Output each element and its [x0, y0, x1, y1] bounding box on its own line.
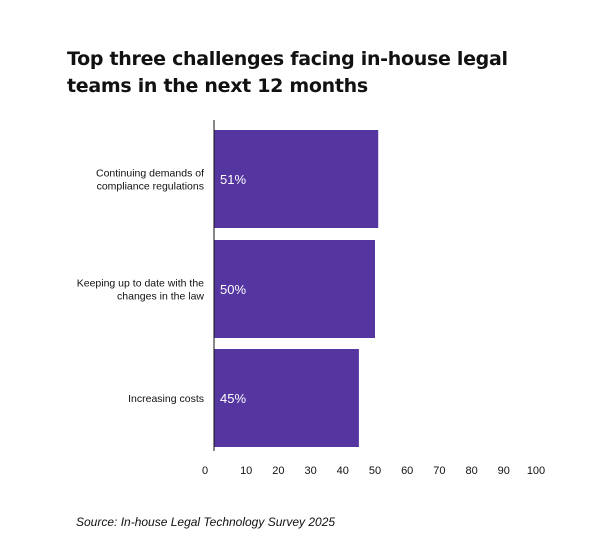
data-label: 51% — [220, 172, 246, 187]
category-label: Keeping up to date with the — [77, 278, 204, 290]
x-tick-label: 50 — [369, 465, 381, 477]
x-tick-label: 20 — [272, 465, 284, 477]
source-note: Source: In-house Legal Technology Survey… — [76, 515, 336, 529]
chart-title: Top three challenges facing in-house leg… — [67, 48, 508, 97]
x-tick-label: 10 — [240, 465, 252, 477]
x-tick-label: 60 — [401, 465, 413, 477]
x-tick-label: 80 — [465, 465, 477, 477]
x-tick-label: 0 — [202, 465, 208, 477]
axis-layer: 0 10 20 30 40 50 60 70 80 90 100 — [202, 120, 545, 477]
category-label: Increasing costs — [128, 393, 204, 405]
data-label: 45% — [220, 391, 246, 406]
category-label: Continuing demands of — [96, 168, 204, 180]
bar — [214, 349, 359, 447]
bar — [214, 130, 379, 228]
x-tick-label: 70 — [433, 465, 445, 477]
x-tick-label: 40 — [337, 465, 349, 477]
category-label: compliance regulations — [97, 181, 204, 193]
x-tick-label: 30 — [304, 465, 316, 477]
x-tick-label: 100 — [527, 465, 545, 477]
bar — [214, 240, 375, 338]
x-tick-label: 90 — [498, 465, 510, 477]
data-label: 50% — [220, 282, 246, 297]
category-label: changes in the law — [117, 291, 204, 303]
